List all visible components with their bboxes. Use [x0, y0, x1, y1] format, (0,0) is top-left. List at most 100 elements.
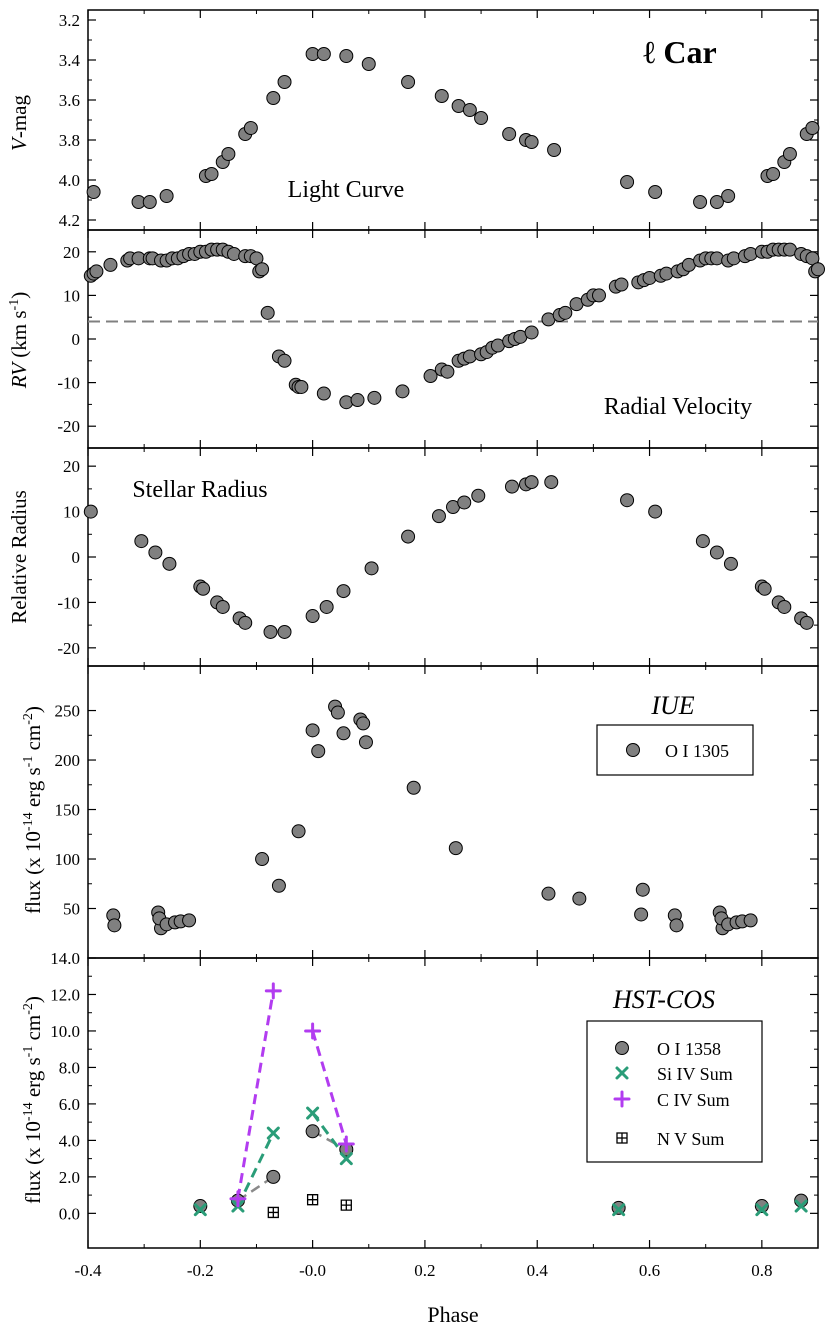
cos-oi-point [305, 1124, 320, 1139]
cos-oi-point [266, 1169, 281, 1184]
cos-frame [87, 957, 819, 1249]
light-curve-point [721, 189, 736, 203]
cos-legend-siiv-marker [615, 1066, 629, 1080]
rv-point [260, 305, 275, 320]
iue-legend-box [596, 724, 754, 776]
rv-point [89, 264, 104, 279]
iue-frame [87, 665, 819, 959]
radius-ytick-label: -20 [57, 639, 80, 658]
rv-ytick-label: 10 [63, 286, 80, 305]
cos-ylabel-sup1: -14 [21, 1102, 36, 1121]
rv-point [367, 390, 382, 405]
rv-point [395, 384, 410, 399]
radius-point [162, 556, 177, 571]
cos-ylabel-sup3: -2 [21, 1003, 36, 1015]
rv-point [103, 257, 118, 272]
x-axis-label: Phase [427, 1302, 478, 1327]
cos-oi-point [193, 1199, 208, 1214]
rv-ylabel-rest: (km s [7, 310, 31, 363]
light-curve-point [204, 167, 219, 181]
rv-point [249, 251, 264, 266]
iue-oi-point [406, 780, 421, 795]
rv-ytick-label: 20 [63, 243, 80, 262]
rv-point [316, 386, 331, 401]
radius-point [457, 495, 472, 510]
iue-oi-point [336, 726, 351, 741]
iue-ytick-label: 50 [63, 900, 80, 919]
radius-point [544, 475, 559, 490]
cos-ytick-label: 12.0 [50, 985, 80, 1004]
radius-point [695, 534, 710, 549]
cos-civ-line [311, 1030, 348, 1145]
x-tick-label: 0.4 [527, 1261, 549, 1280]
light-curve-point [474, 111, 489, 125]
rv-point [743, 246, 758, 261]
rv-point [524, 325, 539, 340]
radius-point [504, 479, 519, 494]
iue-ytick-label: 150 [55, 801, 81, 820]
rv-point [440, 364, 455, 379]
iue-ylabel-c: cm [21, 725, 45, 756]
light-curve-point [361, 57, 376, 71]
cos-legend-nv-label: N V Sum [657, 1129, 724, 1149]
iue-ytick-label: 200 [55, 751, 81, 770]
radius-point [401, 529, 416, 544]
iue-oi-point [356, 716, 371, 731]
radius-ylabel: Relative Radius [7, 490, 31, 624]
light-curve-point [339, 49, 354, 63]
iue-oi-point [255, 852, 270, 867]
cos-nv-point [306, 1194, 319, 1206]
radius-point [620, 493, 635, 508]
x-tick-label: 0.2 [414, 1261, 435, 1280]
cos-civ-point [337, 1135, 355, 1153]
radius-point [709, 545, 724, 560]
cos-ytick-label: 2.0 [59, 1168, 80, 1187]
iue-ytick-label: 250 [55, 702, 81, 721]
cos-siiv-line [311, 1112, 348, 1160]
cos-ylabel-b: erg s [21, 1057, 45, 1102]
iue-oi-point [182, 913, 197, 928]
rv-point [227, 246, 241, 261]
x-tick-label: 0.8 [751, 1261, 772, 1280]
rv-point [462, 349, 477, 364]
radius-point [431, 509, 446, 524]
light-curve-point [709, 195, 724, 209]
cos-ylabel-d: ) [21, 996, 45, 1003]
marks-layer [83, 47, 825, 1219]
cos-ytick-label: 14.0 [50, 949, 80, 968]
cos-siiv-line [236, 1132, 275, 1207]
rv-ytick-label: -10 [57, 374, 80, 393]
radius-point [148, 545, 163, 560]
cos-legend: O I 1358 Si IV Sum C IV Sum N V Sum [586, 1020, 763, 1163]
cos-siiv-point [306, 1106, 320, 1120]
light-ylabel: V-mag [7, 95, 31, 151]
radius-point [799, 615, 814, 630]
rv-point [558, 305, 573, 320]
rv-ylabel-close: ) [7, 292, 31, 299]
light-curve-point [620, 175, 635, 189]
cos-oi-point [754, 1199, 769, 1214]
cos-legend-oi-label: O I 1358 [657, 1039, 721, 1059]
x-tick-label: -0.4 [75, 1261, 102, 1280]
light-curve-point [782, 147, 797, 161]
cos-siiv-point [755, 1203, 769, 1217]
iue-ylabel-b: erg s [21, 767, 45, 812]
cos-ylabel: flux (x 10-14 erg s-1 cm-2) [21, 996, 45, 1204]
iue-ylabel-sup3: -2 [21, 713, 36, 725]
iue-oi-point [271, 878, 286, 893]
light-curve-point [693, 195, 708, 209]
cos-siiv-point [339, 1152, 353, 1166]
light-ytick-label: 3.8 [59, 131, 80, 150]
light-ytick-label: 4.2 [59, 211, 80, 230]
iue-oi-point [635, 882, 650, 897]
rv-point [350, 393, 365, 408]
radius-point [263, 624, 278, 639]
light-ytick-label: 3.4 [59, 51, 81, 70]
cos-legend-civ-label: C IV Sum [657, 1090, 730, 1110]
radius-point [471, 488, 486, 503]
iue-ylabel-d: ) [21, 706, 45, 713]
rv-point [614, 277, 629, 292]
iue-oi-point [669, 918, 684, 933]
radius-ytick-label: -10 [57, 593, 80, 612]
